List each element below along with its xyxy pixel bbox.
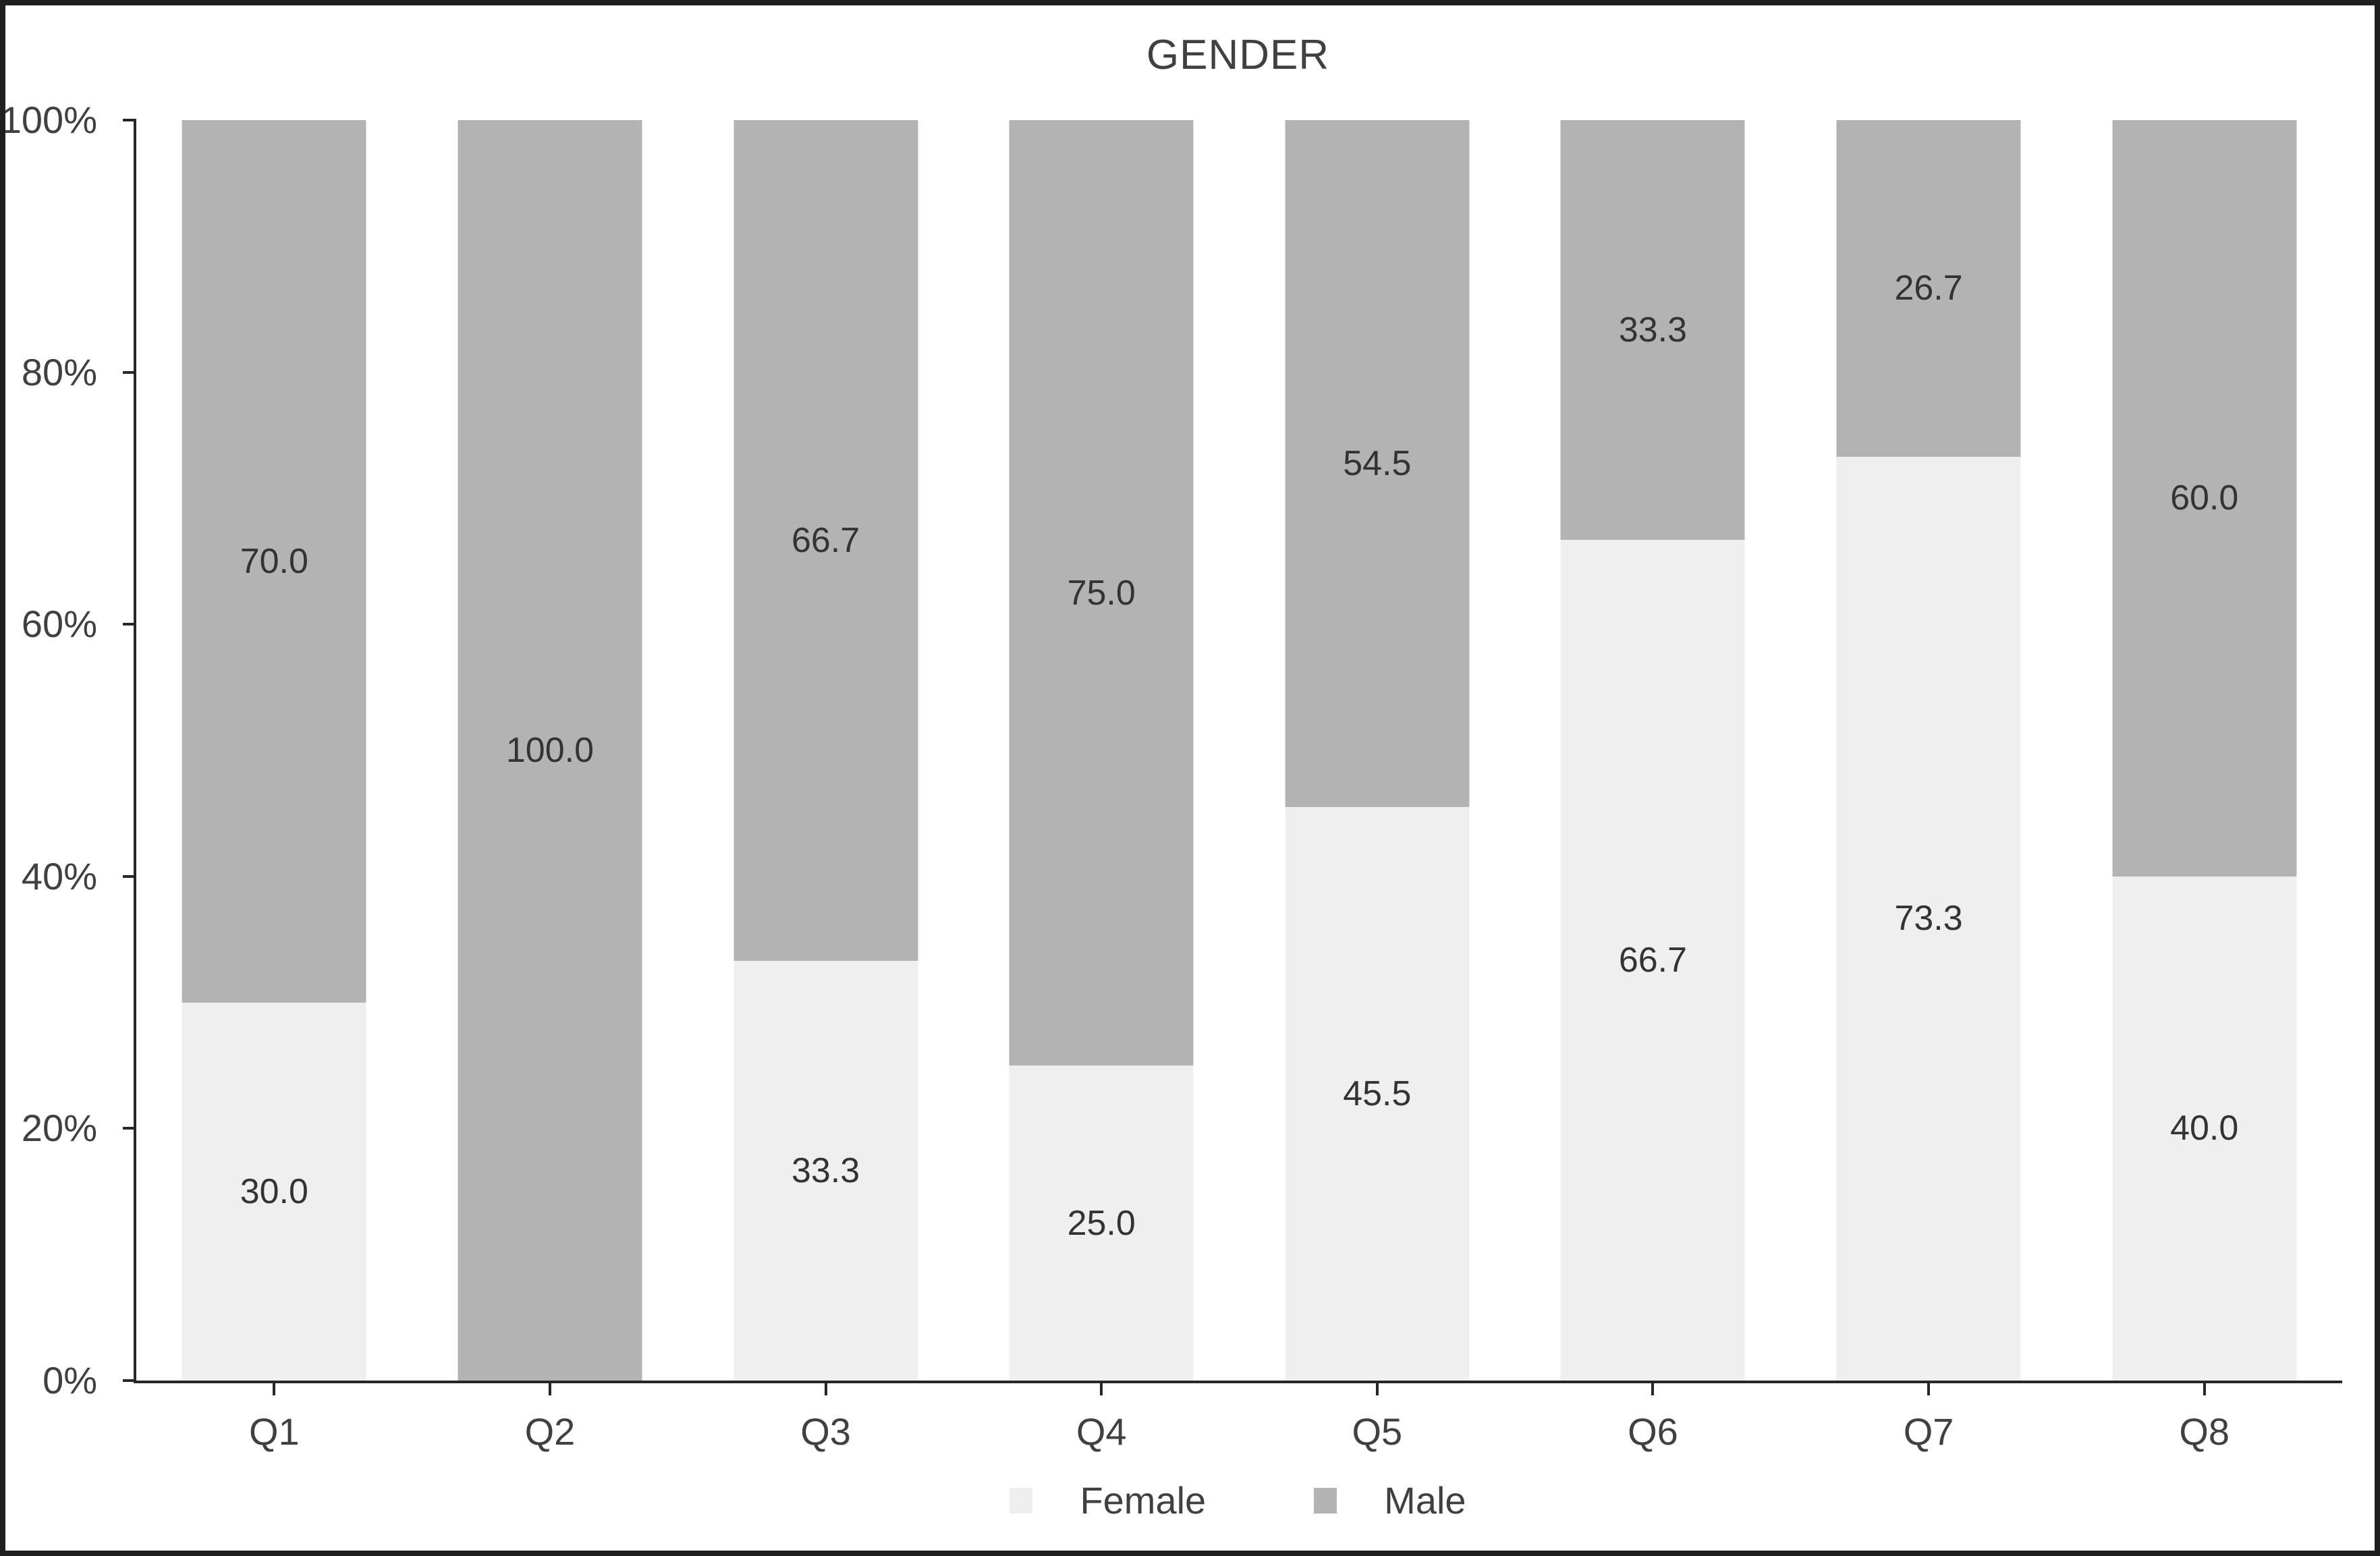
value-label-male-q8: 60.0	[2170, 478, 2239, 518]
stacked-bar-q7: 73.3 26.7	[1836, 120, 2021, 1381]
chart-title: GENDER	[1146, 32, 1330, 78]
x-axis-tick	[1100, 1381, 1103, 1395]
value-label-female-q4: 25.0	[1067, 1203, 1136, 1243]
segment-male-q8: 60.0	[2112, 120, 2297, 877]
segment-female-q5: 45.5	[1285, 807, 1470, 1381]
segment-female-q1: 30.0	[182, 1002, 366, 1381]
y-axis-tick-label: 0%	[43, 1359, 97, 1401]
legend: Female Male	[134, 1482, 2342, 1520]
y-axis-tick	[123, 623, 136, 626]
value-label-male-q1: 70.0	[240, 541, 308, 581]
y-axis-tick-label: 20%	[21, 1107, 97, 1150]
x-axis-tick	[824, 1381, 827, 1395]
value-label-female-q7: 73.3	[1894, 899, 1963, 939]
y-axis-tick	[123, 874, 136, 878]
category-slot-q6: 66.7 33.3 Q6	[1515, 120, 1791, 1451]
category-slot-q8: 40.0 60.0 Q8	[2066, 120, 2342, 1451]
x-axis-label-q6: Q6	[1628, 1410, 1678, 1453]
segment-male-q7: 26.7	[1836, 120, 2021, 457]
value-label-male-q7: 26.7	[1894, 269, 1963, 308]
bars: 30.0 70.0 Q1 100.0 Q2 33.3 66.7 Q3 25.0 75.0 Q4 45.…	[136, 120, 2342, 1451]
value-label-male-q4: 75.0	[1067, 573, 1136, 613]
stacked-bar-q3: 33.3 66.7	[734, 120, 918, 1381]
stacked-bar-q8: 40.0 60.0	[2112, 120, 2297, 1381]
y-axis-tick	[123, 370, 136, 374]
legend-item-female: Female	[1009, 1482, 1206, 1520]
segment-female-q4: 25.0	[1009, 1065, 1194, 1381]
legend-item-male: Male	[1314, 1482, 1466, 1520]
legend-label-male: Male	[1384, 1479, 1466, 1522]
category-slot-q3: 33.3 66.7 Q3	[688, 120, 964, 1451]
segment-male-q6: 33.3	[1560, 120, 1745, 540]
legend-swatch-female	[1009, 1488, 1033, 1513]
y-axis-tick-label: 40%	[21, 854, 97, 897]
y-axis-tick-label: 100%	[0, 99, 97, 141]
segment-female-q7: 73.3	[1836, 456, 2021, 1381]
x-axis-label-q1: Q1	[248, 1410, 300, 1453]
plot-area: 0% 20% 40% 60% 80% 100% 30.0 70.0 Q1 100.0 Q2 33.3…	[5, 101, 2342, 1451]
x-axis-label-q8: Q8	[2179, 1410, 2230, 1453]
value-label-male-q3: 66.7	[791, 520, 860, 560]
x-axis-label-q3: Q3	[800, 1410, 851, 1453]
segment-male-q2: 100.0	[458, 120, 642, 1381]
stacked-bar-q2: 100.0	[458, 120, 642, 1381]
value-label-male-q2: 100.0	[505, 731, 594, 770]
stacked-bar-q5: 45.5 54.5	[1285, 120, 1470, 1381]
stacked-bar-q4: 25.0 75.0	[1009, 120, 1194, 1381]
y-axis-tick-label: 60%	[21, 603, 97, 646]
stacked-bar-q6: 66.7 33.3	[1560, 120, 1745, 1381]
category-slot-q5: 45.5 54.5 Q5	[1240, 120, 1516, 1451]
y-axis-tick	[123, 119, 136, 121]
x-axis-tick	[1651, 1381, 1655, 1395]
segment-male-q5: 54.5	[1285, 120, 1470, 808]
value-label-male-q6: 33.3	[1618, 310, 1688, 350]
x-axis-tick	[1927, 1381, 1931, 1395]
value-label-female-q1: 30.0	[240, 1171, 308, 1211]
x-axis-tick	[1375, 1381, 1379, 1395]
segment-female-q3: 33.3	[734, 960, 918, 1381]
category-slot-q4: 25.0 75.0 Q4	[964, 120, 1240, 1451]
segment-female-q8: 40.0	[2112, 876, 2297, 1381]
value-label-female-q3: 33.3	[791, 1150, 860, 1190]
value-label-female-q5: 45.5	[1343, 1074, 1412, 1114]
stacked-bar-q1: 30.0 70.0	[182, 120, 366, 1381]
segment-male-q4: 75.0	[1009, 120, 1194, 1065]
value-label-female-q8: 40.0	[2170, 1109, 2239, 1148]
x-axis-tick	[273, 1381, 276, 1395]
segment-male-q3: 66.7	[734, 120, 918, 961]
segment-female-q6: 66.7	[1560, 540, 1745, 1381]
x-axis-label-q2: Q2	[524, 1410, 576, 1453]
y-axis-tick	[123, 1379, 136, 1382]
y-axis-tick	[123, 1127, 136, 1130]
category-slot-q2: 100.0 Q2	[412, 120, 688, 1451]
y-axis-tick-label: 80%	[21, 350, 97, 393]
value-label-female-q6: 66.7	[1618, 941, 1688, 980]
x-axis-tick	[2203, 1381, 2206, 1395]
x-axis-label-q5: Q5	[1352, 1410, 1403, 1453]
x-axis-label-q4: Q4	[1076, 1410, 1127, 1453]
segment-male-q1: 70.0	[182, 120, 366, 1003]
x-axis-tick	[548, 1381, 551, 1395]
legend-label-female: Female	[1080, 1479, 1207, 1522]
value-label-male-q5: 54.5	[1343, 444, 1412, 484]
category-slot-q1: 30.0 70.0 Q1	[136, 120, 412, 1451]
x-axis-label-q7: Q7	[1903, 1410, 1954, 1453]
category-slot-q7: 73.3 26.7 Q7	[1791, 120, 2067, 1451]
legend-swatch-male	[1314, 1488, 1337, 1513]
